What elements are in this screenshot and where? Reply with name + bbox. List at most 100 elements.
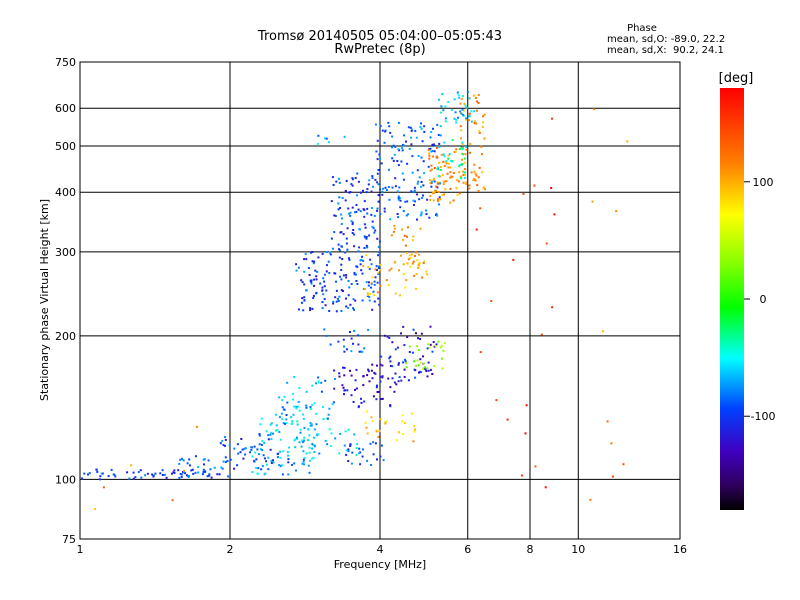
data-point: [481, 153, 483, 156]
data-point: [159, 472, 162, 475]
data-point: [290, 423, 293, 425]
data-point: [170, 472, 173, 475]
data-point: [218, 473, 221, 476]
data-point: [134, 476, 137, 479]
data-point: [482, 115, 484, 118]
data-point: [338, 256, 341, 259]
data-point: [441, 357, 443, 360]
data-point: [371, 276, 374, 279]
data-point: [340, 213, 343, 216]
data-point: [180, 475, 183, 478]
data-point: [402, 433, 405, 436]
data-point: [398, 186, 401, 189]
data-point: [256, 472, 259, 475]
data-point: [331, 403, 334, 406]
data-point: [422, 184, 425, 187]
data-point: [533, 184, 536, 187]
data-point: [345, 348, 348, 351]
data-point: [606, 420, 609, 423]
data-point: [473, 122, 476, 125]
data-point: [251, 471, 254, 474]
data-point: [439, 166, 442, 168]
data-point: [261, 440, 264, 442]
data-point: [303, 270, 306, 273]
data-point: [391, 157, 394, 160]
data-point: [344, 199, 347, 202]
data-point: [396, 190, 399, 193]
data-point: [346, 248, 349, 251]
data-point: [346, 389, 349, 392]
data-point: [313, 278, 316, 281]
data-point: [414, 200, 416, 203]
data-point: [366, 294, 369, 296]
data-point: [370, 281, 373, 284]
data-point: [469, 142, 472, 145]
data-point: [328, 272, 331, 274]
data-point: [397, 197, 400, 200]
data-point: [313, 451, 316, 453]
data-point: [445, 162, 448, 165]
data-point: [139, 469, 142, 472]
data-point: [428, 154, 431, 157]
data-point: [303, 439, 305, 442]
data-point: [265, 460, 268, 463]
data-point: [398, 149, 401, 152]
data-point: [461, 158, 464, 161]
data-point: [314, 269, 317, 272]
data-point: [476, 109, 478, 112]
data-point: [371, 177, 374, 180]
data-point: [408, 147, 411, 150]
data-point: [341, 197, 344, 200]
data-point: [308, 446, 311, 449]
data-point: [315, 412, 318, 415]
data-point: [449, 159, 452, 162]
data-point: [396, 346, 399, 349]
data-point: [110, 468, 113, 471]
data-point: [352, 307, 355, 310]
data-point: [474, 120, 476, 123]
data-point: [377, 297, 380, 300]
data-point: [267, 468, 270, 471]
data-point: [310, 423, 313, 426]
data-point: [343, 135, 346, 138]
data-point: [442, 183, 445, 185]
data-point: [355, 273, 357, 276]
data-point: [451, 160, 454, 163]
data-point: [431, 143, 434, 146]
data-point: [329, 444, 332, 447]
data-point: [197, 466, 200, 468]
data-point: [261, 465, 264, 468]
data-point: [331, 247, 334, 250]
data-point: [293, 462, 296, 465]
data-point: [461, 146, 464, 149]
data-point: [253, 445, 256, 448]
data-point: [413, 274, 416, 277]
data-point: [436, 182, 439, 185]
data-point: [449, 171, 452, 174]
data-point: [348, 286, 351, 289]
data-point: [258, 453, 261, 456]
data-point: [267, 438, 270, 441]
data-point: [357, 343, 360, 346]
data-point: [303, 299, 306, 302]
data-point: [282, 422, 285, 425]
data-point: [303, 426, 306, 429]
data-point: [389, 355, 392, 358]
data-point: [95, 468, 98, 471]
data-point: [339, 432, 342, 435]
data-point: [525, 404, 528, 407]
data-point: [466, 91, 469, 93]
data-point: [283, 408, 286, 411]
data-point: [430, 164, 433, 167]
data-point: [298, 409, 301, 412]
data-point: [258, 434, 261, 437]
data-point: [338, 375, 341, 378]
data-point: [368, 234, 371, 237]
data-point: [416, 359, 419, 362]
data-point: [309, 408, 312, 410]
data-point: [457, 93, 460, 96]
data-point: [411, 262, 414, 265]
data-point: [383, 207, 386, 210]
data-point: [447, 157, 450, 160]
data-point: [461, 108, 464, 111]
